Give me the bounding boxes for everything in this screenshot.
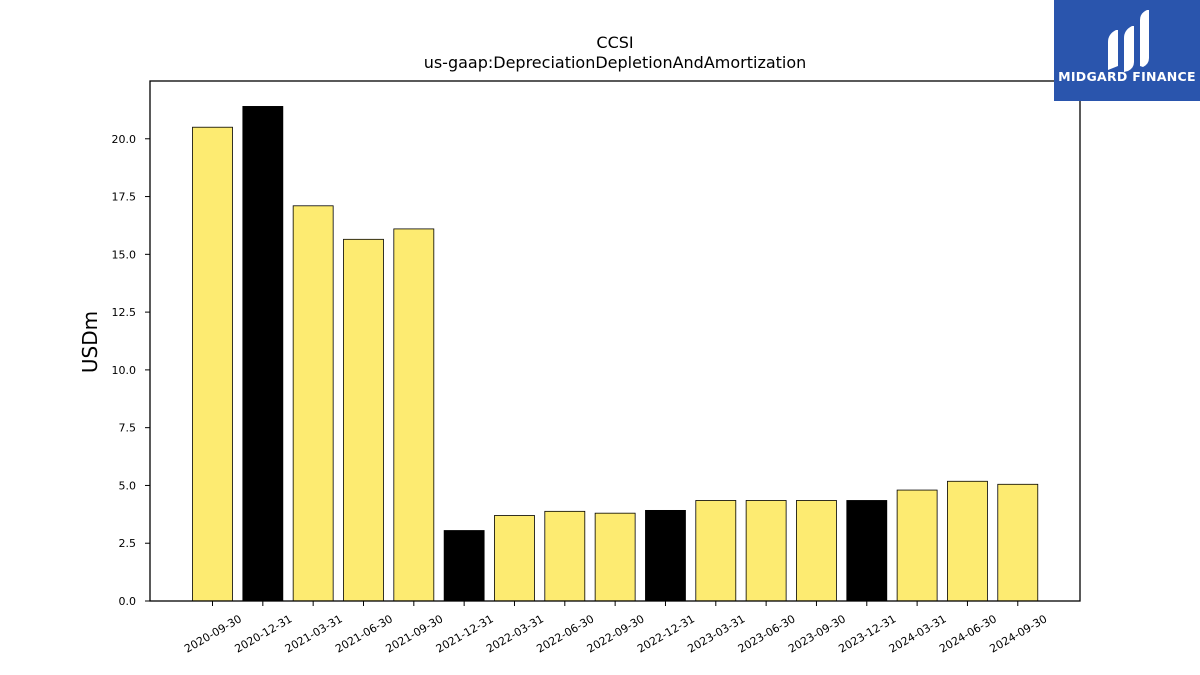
plot-frame xyxy=(149,80,1081,602)
bar-2024-03-31 xyxy=(896,489,938,602)
bar-2020-12-31 xyxy=(242,106,284,602)
brand-logo: MIDGARD FINANCE xyxy=(1054,0,1200,101)
y-tick-label: 2.5 xyxy=(119,537,137,550)
chart-title: CCSI xyxy=(596,33,633,52)
y-tick-label: 5.0 xyxy=(119,479,137,492)
bar-2021-12-31 xyxy=(443,530,485,602)
y-tick-label: 12.5 xyxy=(112,306,137,319)
bar-2022-12-31 xyxy=(645,509,686,602)
bar-2023-06-30 xyxy=(745,500,787,602)
y-tick-label: 17.5 xyxy=(112,191,137,204)
logo-mark-icon xyxy=(1108,10,1149,72)
bar-2023-03-31 xyxy=(695,500,737,602)
bar-2022-09-30 xyxy=(594,512,636,602)
y-tick-label: 15.0 xyxy=(112,248,137,261)
chart-subtitle: us-gaap:DepreciationDepletionAndAmortiza… xyxy=(424,53,807,72)
bar-2024-09-30 xyxy=(997,483,1039,602)
bar-2024-06-30 xyxy=(947,480,988,602)
bar-2021-09-30 xyxy=(393,228,435,602)
y-tick-label: 10.0 xyxy=(112,364,137,377)
bar-2022-03-31 xyxy=(494,515,535,602)
bar-2023-09-30 xyxy=(796,500,837,602)
x-tick-label: 2024-09-30 xyxy=(987,612,1049,655)
x-axis-ticks: 2020-09-302020-12-312021-03-312021-06-30… xyxy=(182,601,1049,656)
bar-2020-09-30 xyxy=(192,126,233,602)
y-tick-label: 7.5 xyxy=(119,422,137,435)
bars xyxy=(192,106,1039,602)
y-tick-label: 0.0 xyxy=(119,595,137,608)
bar-2023-12-31 xyxy=(846,500,888,602)
bar-2021-03-31 xyxy=(292,205,334,602)
logo-text: MIDGARD FINANCE xyxy=(1058,69,1196,84)
y-axis-label: USDm xyxy=(78,311,102,373)
bar-2022-06-30 xyxy=(544,510,586,602)
y-tick-label: 20.0 xyxy=(112,133,137,146)
y-axis-ticks: 0.0 2.5 5.0 7.5 10.0 12.5 15.0 17.5 20.0 xyxy=(112,133,150,608)
bar-2021-06-30 xyxy=(343,238,384,602)
